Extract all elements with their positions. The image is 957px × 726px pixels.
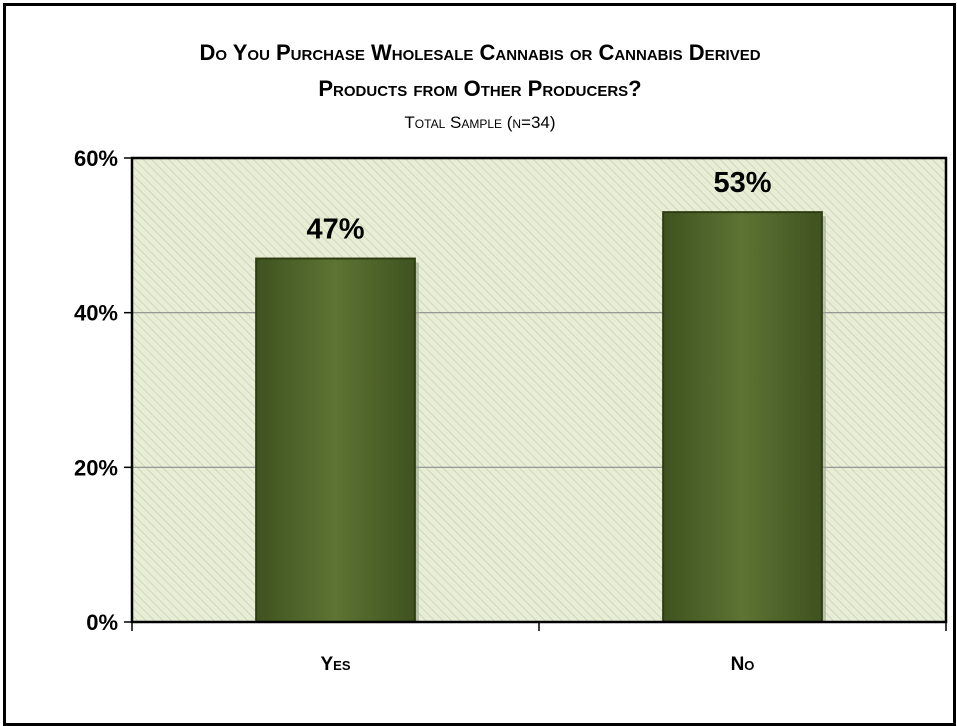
y-tick-label: 0% — [86, 610, 118, 635]
y-tick-label: 60% — [74, 146, 118, 171]
chart-frame: Do You Purchase Wholesale Cannabis or Ca… — [3, 3, 956, 726]
y-tick-label: 20% — [74, 455, 118, 480]
data-labels: 47% 53% — [306, 167, 771, 245]
bar-no — [662, 211, 823, 623]
x-category-label: Yes — [320, 654, 350, 675]
bar-chart: Do You Purchase Wholesale Cannabis or Ca… — [74, 40, 948, 675]
chart-title-line-2: Products from Other Producers? — [318, 76, 641, 101]
data-label: 53% — [713, 167, 771, 199]
x-axis: Yes No — [131, 622, 947, 675]
bars — [255, 211, 826, 624]
data-label: 47% — [306, 214, 364, 246]
bar-yes — [255, 257, 416, 624]
y-axis: 0% 20% 40% 60% — [74, 146, 132, 635]
y-tick-label: 40% — [74, 301, 118, 326]
chart-subtitle: Total Sample (n=34) — [404, 113, 555, 132]
x-category-label: No — [731, 654, 755, 675]
chart-title-line-1: Do You Purchase Wholesale Cannabis or Ca… — [199, 40, 760, 65]
